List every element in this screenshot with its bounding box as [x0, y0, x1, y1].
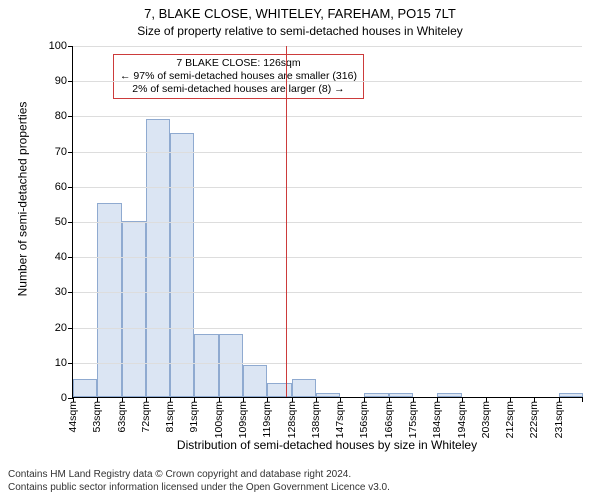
- gridline: [73, 116, 582, 117]
- x-tick-label: 72sqm: [140, 401, 152, 433]
- histogram-bar: [364, 393, 388, 397]
- y-axis-label-container: Number of semi-detached properties: [14, 0, 30, 398]
- x-tick-label: 175sqm: [407, 401, 419, 438]
- histogram-bar: [243, 365, 267, 397]
- y-tick-label: 50: [55, 216, 67, 228]
- gridline: [73, 292, 582, 293]
- gridline: [73, 46, 582, 47]
- histogram-bar: [219, 334, 243, 397]
- y-tick-mark: [68, 328, 73, 329]
- x-axis-label: Distribution of semi-detached houses by …: [72, 438, 582, 452]
- footer-line-1: Contains HM Land Registry data © Crown c…: [8, 468, 390, 481]
- y-tick-mark: [68, 46, 73, 47]
- y-tick-mark: [68, 187, 73, 188]
- x-tick-label: 147sqm: [334, 401, 346, 438]
- histogram-bar: [389, 393, 413, 397]
- footer-attribution: Contains HM Land Registry data © Crown c…: [8, 468, 390, 494]
- x-tick-label: 128sqm: [286, 401, 298, 438]
- chart-title-main: 7, BLAKE CLOSE, WHITELEY, FAREHAM, PO15 …: [0, 6, 600, 21]
- y-tick-label: 100: [49, 40, 67, 52]
- histogram-bar: [559, 393, 583, 397]
- gridline: [73, 152, 582, 153]
- histogram-bar: [292, 379, 316, 397]
- x-tick-label: 203sqm: [480, 401, 492, 438]
- gridline: [73, 328, 582, 329]
- y-tick-mark: [68, 257, 73, 258]
- histogram-bar: [97, 203, 121, 397]
- x-tick-label: 53sqm: [91, 401, 103, 433]
- x-tick-label: 109sqm: [237, 401, 249, 438]
- x-tick-mark: [582, 397, 583, 402]
- histogram-bar: [267, 383, 291, 397]
- x-tick-label: 212sqm: [504, 401, 516, 438]
- x-tick-label: 138sqm: [310, 401, 322, 438]
- x-tick-label: 81sqm: [164, 401, 176, 433]
- y-tick-label: 10: [55, 357, 67, 369]
- y-tick-label: 30: [55, 286, 67, 298]
- y-tick-label: 20: [55, 322, 67, 334]
- x-tick-label: 156sqm: [358, 401, 370, 438]
- y-tick-mark: [68, 363, 73, 364]
- histogram-bar: [122, 221, 146, 397]
- y-tick-label: 80: [55, 110, 67, 122]
- gridline: [73, 222, 582, 223]
- gridline: [73, 257, 582, 258]
- gridline: [73, 187, 582, 188]
- y-tick-mark: [68, 152, 73, 153]
- x-tick-label: 44sqm: [67, 401, 79, 433]
- y-tick-label: 40: [55, 251, 67, 263]
- gridline: [73, 81, 582, 82]
- x-tick-label: 194sqm: [456, 401, 468, 438]
- annotation-line-3: 2% of semi-detached houses are larger (8…: [120, 83, 357, 96]
- x-tick-label: 166sqm: [383, 401, 395, 438]
- plot-area: 7 BLAKE CLOSE: 126sqm ← 97% of semi-deta…: [72, 46, 582, 398]
- histogram-bar: [437, 393, 461, 397]
- x-tick-label: 184sqm: [431, 401, 443, 438]
- y-tick-label: 90: [55, 75, 67, 87]
- reference-line: [286, 46, 287, 397]
- y-tick-mark: [68, 222, 73, 223]
- x-tick-label: 100sqm: [213, 401, 225, 438]
- x-tick-label: 119sqm: [261, 401, 273, 438]
- annotation-box: 7 BLAKE CLOSE: 126sqm ← 97% of semi-deta…: [113, 54, 364, 99]
- annotation-line-1: 7 BLAKE CLOSE: 126sqm: [120, 57, 357, 70]
- chart-title-sub: Size of property relative to semi-detach…: [0, 24, 600, 38]
- histogram-bar: [73, 379, 97, 397]
- y-tick-mark: [68, 81, 73, 82]
- x-tick-label: 222sqm: [528, 401, 540, 438]
- x-tick-label: 63sqm: [116, 401, 128, 433]
- gridline: [73, 363, 582, 364]
- y-axis-label: Number of semi-detached properties: [15, 102, 29, 297]
- x-tick-label: 231sqm: [553, 401, 565, 438]
- histogram-bar: [170, 133, 194, 397]
- y-tick-label: 70: [55, 146, 67, 158]
- y-tick-label: 60: [55, 181, 67, 193]
- footer-line-2: Contains public sector information licen…: [8, 481, 390, 494]
- x-tick-label: 91sqm: [188, 401, 200, 433]
- histogram-bar: [194, 334, 218, 397]
- chart-figure: 7, BLAKE CLOSE, WHITELEY, FAREHAM, PO15 …: [0, 0, 600, 500]
- y-tick-mark: [68, 116, 73, 117]
- histogram-bar: [316, 393, 340, 397]
- y-tick-mark: [68, 292, 73, 293]
